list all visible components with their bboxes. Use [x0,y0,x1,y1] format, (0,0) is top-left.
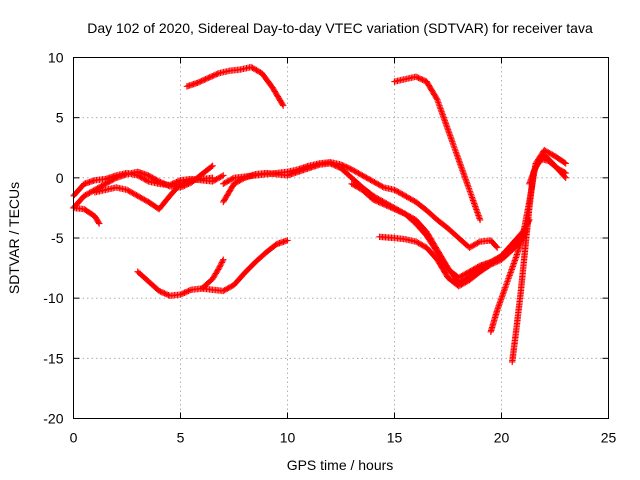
axis-ticks: 0 5 10 15 20 25 10 5 0 -5 -10 -15 -20 [43,50,616,446]
data-point [284,237,291,244]
data-point [209,174,216,182]
series-arc-10 [391,73,484,224]
data-point [379,183,386,190]
data-point [218,172,226,180]
data-point [218,259,226,266]
data-point [561,159,568,166]
x-tick-label: 25 [601,430,617,446]
data-point [217,260,225,268]
data-point [214,70,221,77]
series-arc-12 [198,256,227,292]
series-arc-4 [91,174,216,213]
y-tick-label: -10 [43,290,63,306]
data-point [562,174,569,182]
y-tick-label: -5 [51,230,64,246]
data-point [279,101,286,108]
data-point [562,160,569,167]
plot-frame [73,57,609,419]
y-tick-label: 5 [56,110,64,126]
data-point [229,175,236,182]
data-point [215,266,222,273]
data-point [280,102,287,109]
data-point [476,216,484,224]
x-tick-label: 10 [280,430,296,446]
series-arc-8 [376,225,531,290]
x-tick-label: 20 [494,430,510,446]
data-point [216,263,223,270]
y-tick-label: 0 [56,170,64,186]
data-point [494,244,501,251]
y-tick-label: -20 [43,411,63,427]
x-tick-label: 15 [387,430,403,446]
y-axis-label: SDTVAR / TECUs [6,182,22,294]
series-arc-15 [526,151,569,188]
chart-title: Day 102 of 2020, Sidereal Day-to-day VTE… [87,20,593,36]
series-arc-11 [134,237,291,299]
data-point [493,243,500,250]
data-point [208,163,215,170]
data-point [95,220,103,227]
data-point [561,173,568,180]
data-point [165,182,172,189]
data-points [70,63,569,366]
data-point [95,219,102,226]
data-point [186,287,194,294]
series-arc-3 [70,204,103,227]
x-axis-label: GPS time / hours [287,457,394,473]
y-tick-label: -15 [43,350,63,366]
x-tick-label: 5 [177,430,185,446]
data-point [220,256,227,263]
series-arc-9 [183,63,287,109]
data-point [209,162,216,169]
x-tick-label: 0 [70,430,78,446]
data-point [220,172,227,179]
data-point [217,262,224,269]
y-tick-label: 10 [48,50,64,66]
data-point [433,95,440,102]
series-arc-2 [70,162,216,212]
data-point [475,239,482,246]
data-point [143,177,151,184]
data-point [219,257,226,265]
data-point [215,264,223,272]
